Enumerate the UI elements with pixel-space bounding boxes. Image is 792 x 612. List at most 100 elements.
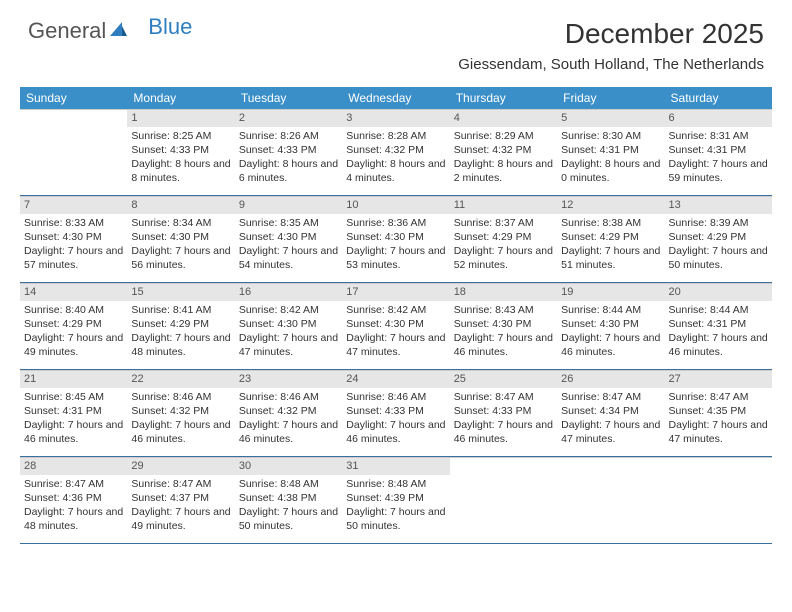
daylight-text: Daylight: 7 hours and 49 minutes. [24,331,123,359]
day-number: 11 [450,197,557,214]
sunset-text: Sunset: 4:33 PM [454,404,553,418]
day-cell: 19Sunrise: 8:44 AMSunset: 4:30 PMDayligh… [557,283,664,369]
day-number: 5 [557,110,664,127]
day-cell: 4Sunrise: 8:29 AMSunset: 4:32 PMDaylight… [450,109,557,195]
sunset-text: Sunset: 4:33 PM [239,143,338,157]
sunrise-text: Sunrise: 8:47 AM [561,390,660,404]
sunset-text: Sunset: 4:33 PM [346,404,445,418]
weekday-header: Saturday [665,87,772,109]
daylight-text: Daylight: 8 hours and 4 minutes. [346,157,445,185]
sunrise-text: Sunrise: 8:45 AM [24,390,123,404]
day-cell: 17Sunrise: 8:42 AMSunset: 4:30 PMDayligh… [342,283,449,369]
day-number: 7 [20,197,127,214]
day-cell: 29Sunrise: 8:47 AMSunset: 4:37 PMDayligh… [127,457,234,543]
page-title: December 2025 [458,18,764,50]
day-number: 21 [20,371,127,388]
daylight-text: Daylight: 7 hours and 47 minutes. [669,418,768,446]
weekday-header-row: SundayMondayTuesdayWednesdayThursdayFrid… [20,87,772,109]
sunset-text: Sunset: 4:30 PM [454,317,553,331]
day-cell [20,109,127,195]
daylight-text: Daylight: 7 hours and 48 minutes. [131,331,230,359]
day-number: 28 [20,458,127,475]
day-cell: 23Sunrise: 8:46 AMSunset: 4:32 PMDayligh… [235,370,342,456]
day-cell: 21Sunrise: 8:45 AMSunset: 4:31 PMDayligh… [20,370,127,456]
sunset-text: Sunset: 4:32 PM [454,143,553,157]
calendar-grid: SundayMondayTuesdayWednesdayThursdayFrid… [20,87,772,544]
weekday-header: Thursday [450,87,557,109]
day-number: 6 [665,110,772,127]
day-cell [665,457,772,543]
day-cell: 10Sunrise: 8:36 AMSunset: 4:30 PMDayligh… [342,196,449,282]
day-number: 3 [342,110,449,127]
day-cell: 28Sunrise: 8:47 AMSunset: 4:36 PMDayligh… [20,457,127,543]
day-number: 10 [342,197,449,214]
daylight-text: Daylight: 8 hours and 2 minutes. [454,157,553,185]
day-cell: 27 Sunrise: 8:47 AMSunset: 4:35 PMDayligh… [665,370,772,456]
day-number: 30 [235,458,342,475]
daylight-text: Daylight: 7 hours and 57 minutes. [24,244,123,272]
sunset-text: Sunset: 4:29 PM [454,230,553,244]
sunrise-text: Sunrise: 8:42 AM [346,303,445,317]
sunrise-text: Sunrise: 8:35 AM [239,216,338,230]
sunrise-text: Sunrise: 8:37 AM [454,216,553,230]
day-number: 26 [557,371,664,388]
day-cell: 20Sunrise: 8:44 AMSunset: 4:31 PMDayligh… [665,283,772,369]
day-cell [557,457,664,543]
sunrise-text: Sunrise: 8:47 AM [24,477,123,491]
day-cell: 9Sunrise: 8:35 AMSunset: 4:30 PMDaylight… [235,196,342,282]
sunrise-text: Sunrise: 8:40 AM [24,303,123,317]
daylight-text: Daylight: 7 hours and 46 minutes. [131,418,230,446]
sunrise-text: Sunrise: 8:31 AM [669,129,768,143]
daylight-text: Daylight: 7 hours and 52 minutes. [454,244,553,272]
day-number: 2 [235,110,342,127]
day-number: 25 [450,371,557,388]
daylight-text: Daylight: 7 hours and 46 minutes. [346,418,445,446]
sunset-text: Sunset: 4:35 PM [669,404,768,418]
day-number: 20 [665,284,772,301]
day-cell: 15Sunrise: 8:41 AMSunset: 4:29 PMDayligh… [127,283,234,369]
sunset-text: Sunset: 4:30 PM [239,230,338,244]
brand-part2: Blue [148,14,192,40]
day-number: 18 [450,284,557,301]
day-cell: 22Sunrise: 8:46 AMSunset: 4:32 PMDayligh… [127,370,234,456]
sunrise-text: Sunrise: 8:46 AM [239,390,338,404]
daylight-text: Daylight: 7 hours and 56 minutes. [131,244,230,272]
day-number: 27 [665,371,772,388]
daylight-text: Daylight: 7 hours and 51 minutes. [561,244,660,272]
day-number: 12 [557,197,664,214]
day-cell: 25Sunrise: 8:47 AMSunset: 4:33 PMDayligh… [450,370,557,456]
sunset-text: Sunset: 4:33 PM [131,143,230,157]
week-row: 21Sunrise: 8:45 AMSunset: 4:31 PMDayligh… [20,370,772,457]
day-cell: 11 Sunrise: 8:37 AMSunset: 4:29 PMDayligh… [450,196,557,282]
daylight-text: Daylight: 8 hours and 6 minutes. [239,157,338,185]
sunrise-text: Sunrise: 8:44 AM [561,303,660,317]
weekday-header: Monday [127,87,234,109]
day-number: 15 [127,284,234,301]
daylight-text: Daylight: 7 hours and 49 minutes. [131,505,230,533]
day-number: 8 [127,197,234,214]
day-cell: 5Sunrise: 8:30 AMSunset: 4:31 PMDaylight… [557,109,664,195]
sunrise-text: Sunrise: 8:30 AM [561,129,660,143]
day-number: 31 [342,458,449,475]
daylight-text: Daylight: 7 hours and 47 minutes. [346,331,445,359]
sunset-text: Sunset: 4:32 PM [346,143,445,157]
sunset-text: Sunset: 4:29 PM [561,230,660,244]
sunset-text: Sunset: 4:37 PM [131,491,230,505]
daylight-text: Daylight: 7 hours and 46 minutes. [454,418,553,446]
sunrise-text: Sunrise: 8:28 AM [346,129,445,143]
sail-icon [108,18,128,44]
sunrise-text: Sunrise: 8:47 AM [669,390,768,404]
day-number: 24 [342,371,449,388]
sunset-text: Sunset: 4:34 PM [561,404,660,418]
sunrise-text: Sunrise: 8:47 AM [131,477,230,491]
daylight-text: Daylight: 7 hours and 47 minutes. [239,331,338,359]
day-number: 17 [342,284,449,301]
sunrise-text: Sunrise: 8:48 AM [346,477,445,491]
weekday-header: Wednesday [342,87,449,109]
sunrise-text: Sunrise: 8:42 AM [239,303,338,317]
day-cell: 26Sunrise: 8:47 AMSunset: 4:34 PMDayligh… [557,370,664,456]
daylight-text: Daylight: 8 hours and 0 minutes. [561,157,660,185]
sunset-text: Sunset: 4:30 PM [346,230,445,244]
location-text: Giessendam, South Holland, The Netherlan… [458,56,764,73]
title-block: December 2025 Giessendam, South Holland,… [458,18,764,73]
